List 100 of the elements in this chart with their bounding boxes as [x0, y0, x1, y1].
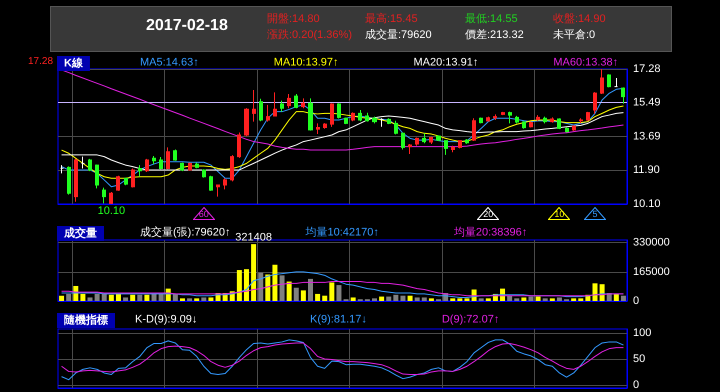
candlestick [60, 164, 64, 174]
bar [550, 298, 555, 301]
candlestick [301, 98, 305, 109]
candlestick [607, 74, 611, 88]
candlestick [252, 90, 256, 122]
candlestick [323, 122, 327, 130]
candlestick [408, 144, 412, 154]
bar [464, 298, 470, 301]
candlestick [600, 68, 604, 95]
candlestick [508, 111, 512, 124]
bar [102, 294, 107, 301]
candlestick [493, 114, 497, 120]
chart-title: 隨機指標 [64, 314, 108, 326]
candlestick [244, 108, 249, 137]
bar [137, 294, 142, 301]
bar [272, 264, 278, 301]
bar [428, 298, 434, 301]
line-series [61, 88, 624, 188]
bar [152, 294, 157, 301]
candlestick [152, 156, 156, 165]
text: 收盤:14.90 [553, 12, 606, 26]
text: 漲跌:0.20(1.36%) [267, 28, 352, 42]
candlestick [351, 112, 355, 122]
candlestick [415, 136, 419, 146]
text: MA60:13.38↑ [553, 56, 618, 68]
bar [620, 296, 626, 301]
bar [393, 294, 398, 301]
y-tick-label: 17.28 [633, 63, 661, 75]
candlestick [259, 98, 263, 122]
candlestick [223, 178, 227, 190]
bar [108, 294, 114, 301]
bar [172, 294, 178, 301]
y-tick-label: 10.10 [633, 198, 661, 210]
candlestick [159, 156, 163, 170]
bar [514, 298, 520, 301]
candlestick [529, 121, 533, 128]
candlestick [621, 86, 625, 104]
bar [130, 294, 136, 301]
bar [300, 290, 306, 301]
bar [294, 288, 299, 301]
candlestick [330, 102, 334, 128]
candlestick [109, 191, 113, 204]
candlestick [358, 109, 362, 122]
candlestick [116, 175, 120, 192]
bar [592, 283, 598, 301]
bar [88, 297, 93, 301]
bar [521, 297, 526, 301]
bar [315, 294, 320, 301]
candlestick [586, 111, 590, 122]
candlestick [67, 166, 71, 196]
text: 17.28 [28, 56, 54, 67]
candlestick [465, 138, 469, 144]
candlestick [429, 136, 433, 145]
bar [236, 270, 242, 301]
y-tick-label: 100 [633, 327, 652, 340]
candlestick [486, 116, 490, 122]
candlestick [266, 104, 270, 122]
bar [386, 296, 392, 301]
candlestick [308, 98, 313, 132]
candlestick [401, 132, 405, 150]
candlestick [444, 140, 448, 156]
text: 最高:15.45 [365, 12, 418, 26]
bar [372, 298, 378, 301]
chart-title: 成交量 [63, 226, 97, 240]
bar [414, 297, 420, 301]
y-tick-label: 0 [633, 378, 640, 391]
chart-title: K線 [64, 56, 84, 70]
candlestick [230, 154, 234, 182]
y-tick-label: 15.49 [633, 96, 661, 109]
candlestick [74, 158, 78, 202]
bar [422, 297, 427, 301]
candlestick [579, 118, 583, 124]
text: MA10:13.97↑ [274, 56, 339, 68]
text: MA5:14.63↑ [140, 56, 199, 68]
candlestick [522, 120, 526, 130]
candlestick [387, 118, 391, 125]
bar [258, 272, 264, 301]
line-series [61, 112, 624, 170]
bar [408, 296, 413, 301]
candlestick [372, 116, 377, 124]
bar [457, 298, 462, 301]
candlestick [365, 112, 369, 122]
candlestick [543, 116, 547, 124]
text: 最低:14.55 [465, 12, 518, 26]
bar [478, 298, 484, 301]
bar [187, 298, 192, 301]
bar [66, 294, 72, 301]
candlestick [202, 168, 206, 178]
candlestick [138, 164, 142, 178]
bar [201, 297, 206, 301]
bar [123, 297, 128, 301]
text: MA20:13.91↑ [414, 56, 478, 68]
text: 均量10:42170↑ [304, 226, 379, 238]
candlestick [472, 118, 476, 142]
y-tick-label: 165000 [633, 266, 670, 278]
candlestick [316, 122, 320, 135]
bar [251, 244, 256, 301]
bar [578, 298, 584, 301]
candlestick [593, 92, 597, 114]
y-tick-label: 50 [633, 353, 646, 366]
